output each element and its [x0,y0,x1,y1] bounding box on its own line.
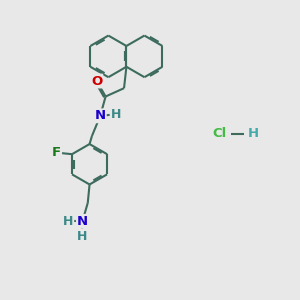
Text: H: H [77,230,88,243]
Text: O: O [91,74,102,88]
Text: Cl: Cl [213,127,227,140]
Text: H: H [63,215,73,228]
Text: H: H [110,108,121,121]
Text: F: F [52,146,61,159]
Text: H: H [248,127,259,140]
Text: N: N [95,109,106,122]
Text: N: N [77,215,88,228]
